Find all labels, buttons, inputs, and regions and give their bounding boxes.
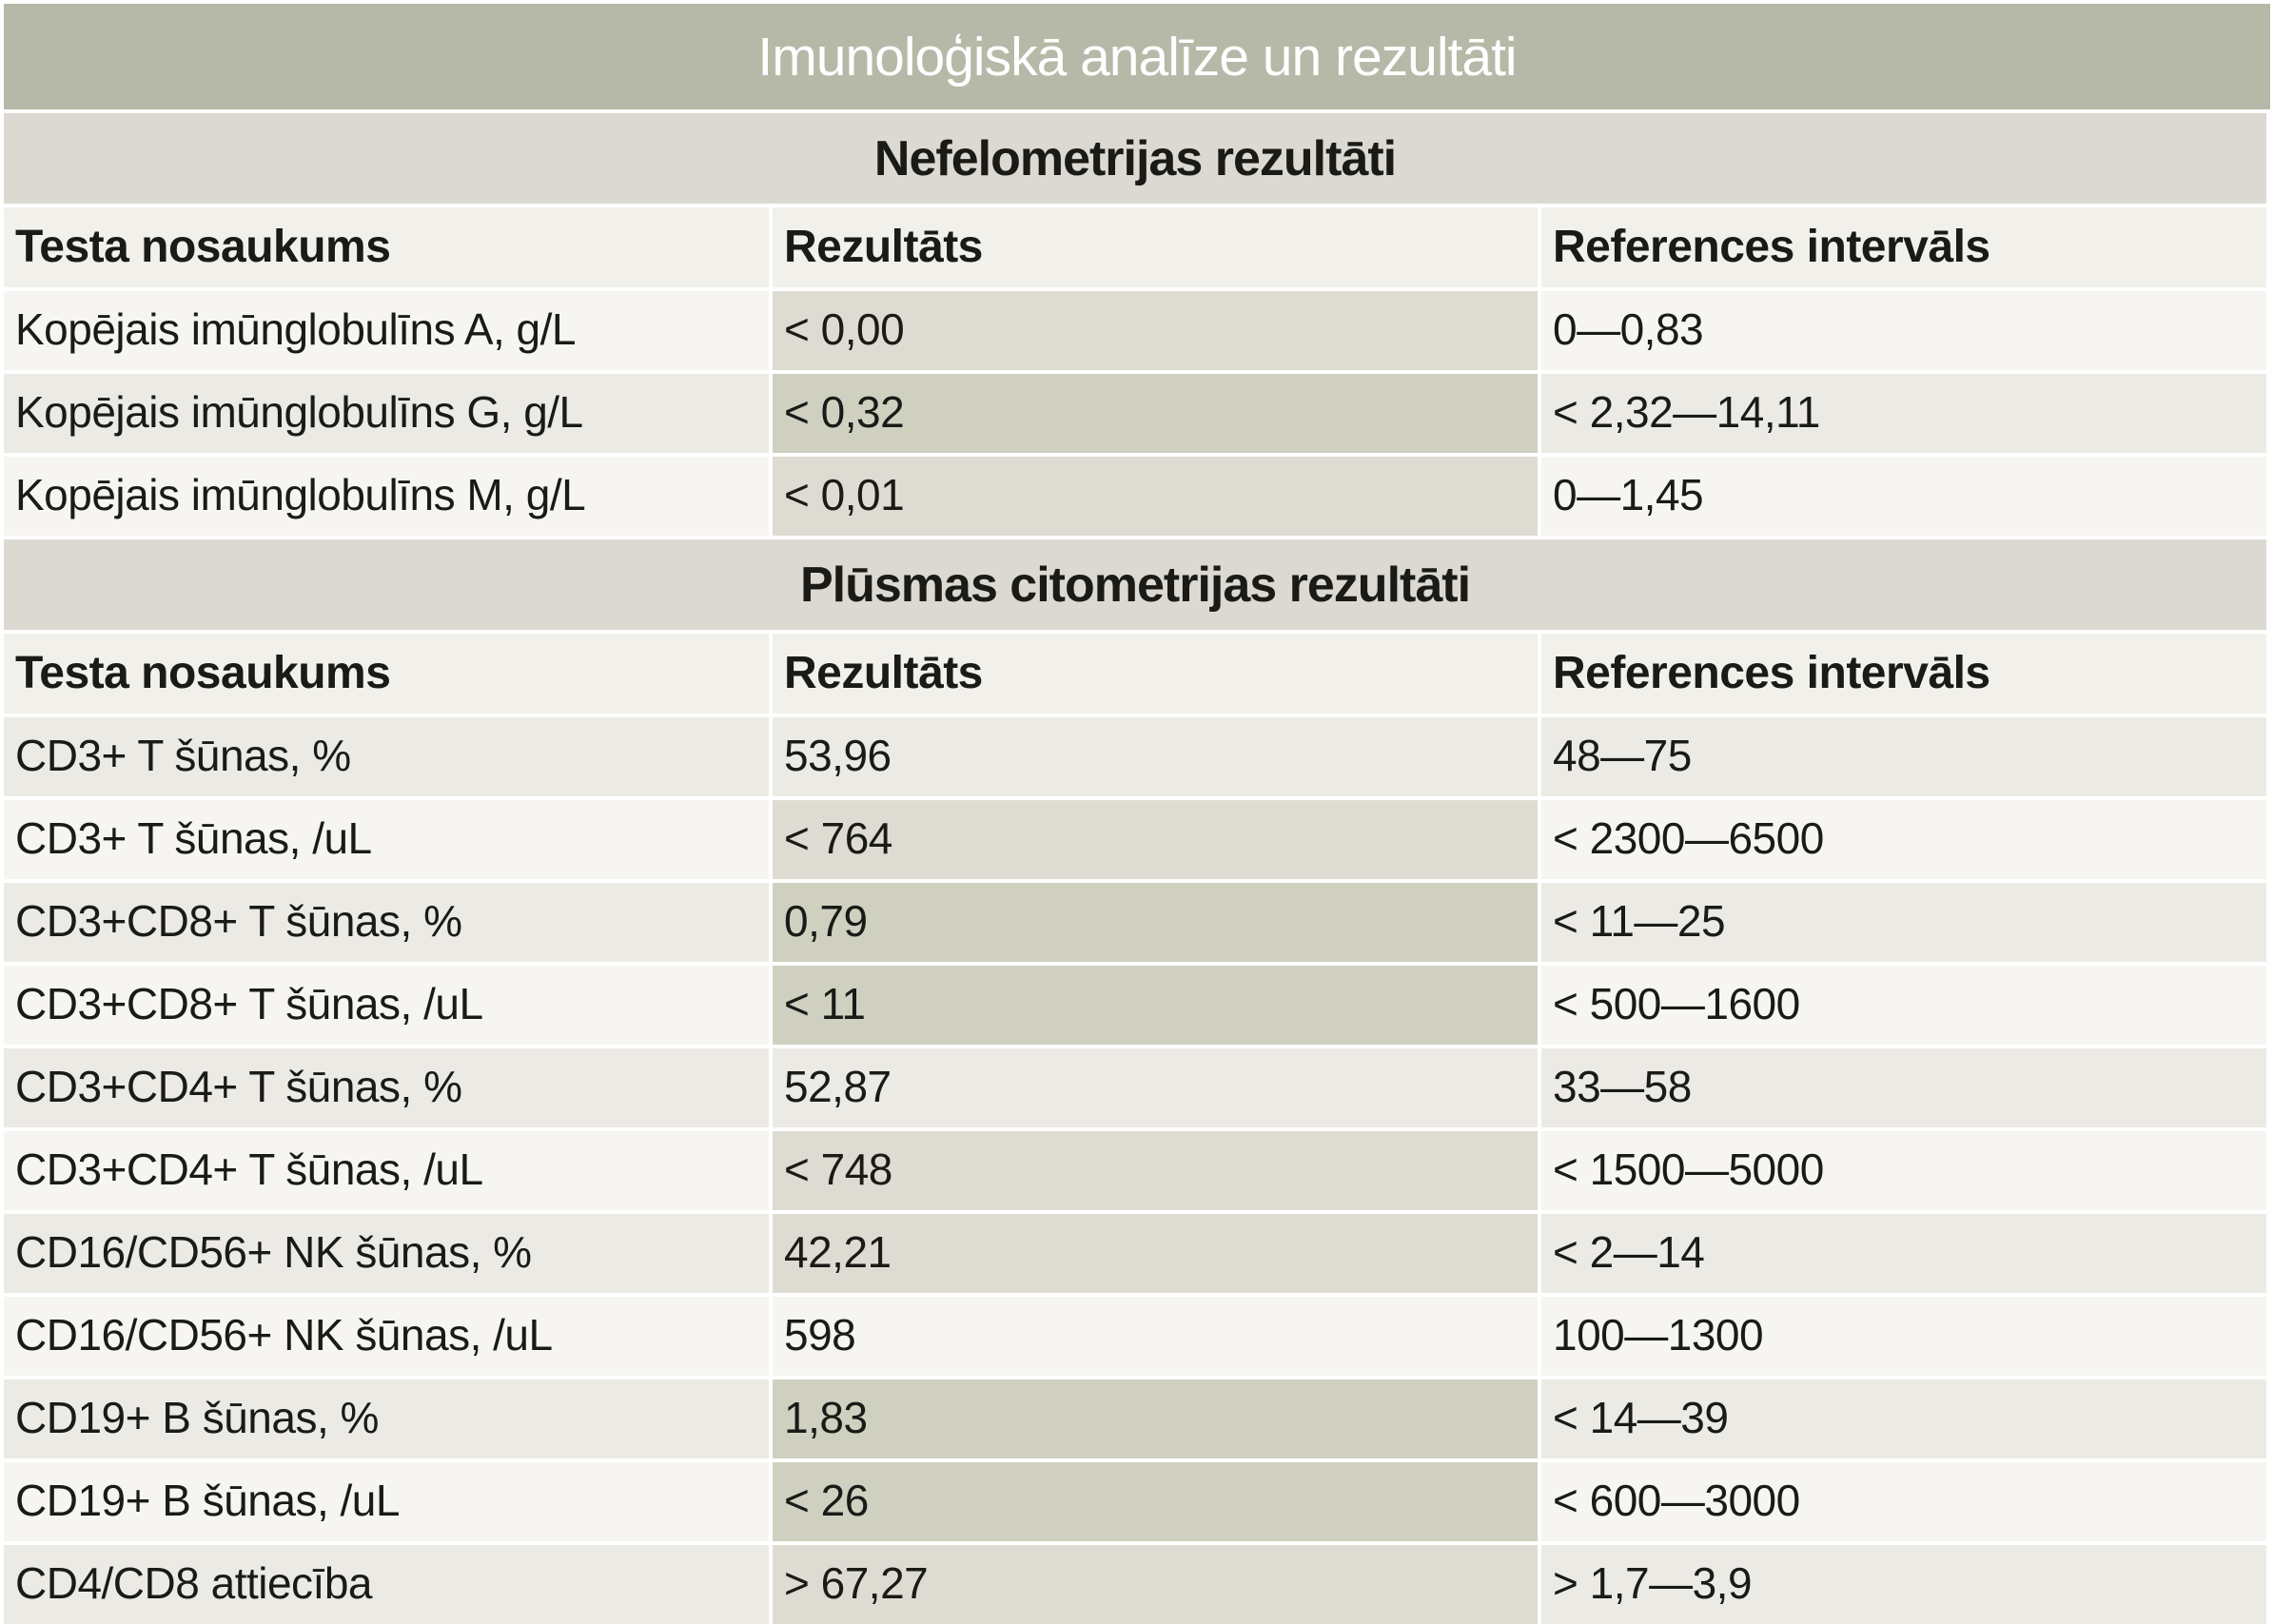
result-cell: > 67,27 — [773, 1545, 1538, 1624]
reference-cell: 48—75 — [1541, 717, 2266, 796]
result-cell: < 764 — [773, 800, 1538, 879]
test-name-cell: CD3+CD8+ T šūnas, % — [4, 883, 769, 962]
result-cell: 52,87 — [773, 1048, 1538, 1127]
results-grid: Nefelometrijas rezultāti Testa nosaukums R… — [4, 113, 2270, 1624]
test-name-cell: CD4/CD8 attiecība — [4, 1545, 769, 1624]
result-cell: 598 — [773, 1297, 1538, 1376]
reference-cell: 33—58 — [1541, 1048, 2266, 1127]
test-name-cell: Kopējais imūnglobulīns G, g/L — [4, 374, 769, 453]
reference-cell: < 2—14 — [1541, 1214, 2266, 1293]
test-name-cell: CD3+CD8+ T šūnas, /uL — [4, 966, 769, 1045]
result-cell: < 748 — [773, 1131, 1538, 1210]
column-header-reference: References intervāls — [1541, 207, 2266, 287]
test-name-cell: CD3+CD4+ T šūnas, % — [4, 1048, 769, 1127]
test-name-cell: CD19+ B šūnas, % — [4, 1379, 769, 1458]
section-heading: Nefelometrijas rezultāti — [4, 113, 2266, 204]
result-cell: < 11 — [773, 966, 1538, 1045]
reference-cell: < 1500—5000 — [1541, 1131, 2266, 1210]
test-name-cell: CD19+ B šūnas, /uL — [4, 1462, 769, 1541]
table-title-bar: Imunoloģiskā analīze un rezultāti — [4, 4, 2270, 109]
result-cell: < 0,32 — [773, 374, 1538, 453]
column-header-result: Rezultāts — [773, 634, 1538, 714]
reference-cell: < 600—3000 — [1541, 1462, 2266, 1541]
reference-cell: < 2300—6500 — [1541, 800, 2266, 879]
result-cell: < 26 — [773, 1462, 1538, 1541]
test-name-cell: CD16/CD56+ NK šūnas, /uL — [4, 1297, 769, 1376]
test-name-cell: CD3+CD4+ T šūnas, /uL — [4, 1131, 769, 1210]
result-cell: 53,96 — [773, 717, 1538, 796]
reference-cell: 100—1300 — [1541, 1297, 2266, 1376]
reference-cell: 0—1,45 — [1541, 457, 2266, 536]
test-name-cell: CD16/CD56+ NK šūnas, % — [4, 1214, 769, 1293]
result-cell: 42,21 — [773, 1214, 1538, 1293]
result-cell: 1,83 — [773, 1379, 1538, 1458]
test-name-cell: CD3+ T šūnas, /uL — [4, 800, 769, 879]
result-cell: < 0,01 — [773, 457, 1538, 536]
result-cell: < 0,00 — [773, 291, 1538, 370]
section-heading: Plūsmas citometrijas rezultāti — [4, 539, 2266, 630]
column-header-test: Testa nosaukums — [4, 207, 769, 287]
test-name-cell: Kopējais imūnglobulīns M, g/L — [4, 457, 769, 536]
column-header-result: Rezultāts — [773, 207, 1538, 287]
column-header-reference: References intervāls — [1541, 634, 2266, 714]
reference-cell: > 1,7—3,9 — [1541, 1545, 2266, 1624]
reference-cell: < 2,32—14,11 — [1541, 374, 2266, 453]
column-header-test: Testa nosaukums — [4, 634, 769, 714]
test-name-cell: Kopējais imūnglobulīns A, g/L — [4, 291, 769, 370]
result-cell: 0,79 — [773, 883, 1538, 962]
reference-cell: 0—0,83 — [1541, 291, 2266, 370]
test-name-cell: CD3+ T šūnas, % — [4, 717, 769, 796]
reference-cell: < 500—1600 — [1541, 966, 2266, 1045]
reference-cell: < 11—25 — [1541, 883, 2266, 962]
reference-cell: < 14—39 — [1541, 1379, 2266, 1458]
table-title: Imunoloģiskā analīze un rezultāti — [757, 26, 1517, 88]
